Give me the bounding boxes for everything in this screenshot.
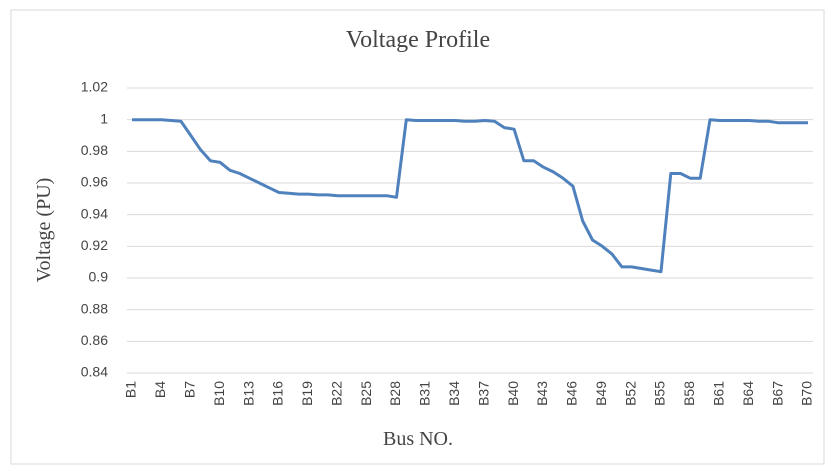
y-tick-label: 0.86 (81, 332, 108, 348)
y-tick-label: 1 (100, 110, 108, 126)
x-tick-label: B10 (211, 381, 227, 406)
chart-title: Voltage Profile (346, 27, 490, 53)
y-tick-label: 1.02 (81, 79, 108, 95)
x-tick-label: B43 (534, 381, 550, 406)
y-axis-label: Voltage (PU) (33, 178, 55, 283)
y-tick-label: 0.96 (81, 174, 108, 190)
x-tick-label: B64 (740, 381, 756, 406)
x-axis-label: Bus NO. (383, 428, 453, 450)
x-tick-label: B46 (564, 381, 580, 406)
x-tick-label: B22 (328, 381, 344, 406)
x-tick-label: B1 (123, 381, 139, 398)
x-tick-label: B13 (240, 381, 256, 406)
y-tick-label: 0.84 (81, 364, 108, 380)
y-tick-label: 0.94 (81, 205, 108, 221)
chart-border (10, 9, 825, 465)
x-tick-label: B19 (299, 381, 315, 406)
x-tick-label: B25 (358, 381, 374, 406)
x-tick-label: B31 (417, 381, 433, 406)
y-tick-label: 0.9 (89, 269, 109, 285)
x-tick-label: B55 (652, 381, 668, 406)
data-line (132, 118, 808, 274)
x-tick-label: B16 (270, 381, 286, 406)
x-tick-label: B61 (711, 381, 727, 406)
y-tick-label: 0.98 (81, 142, 108, 158)
x-tick-label: B70 (799, 381, 815, 406)
x-tick-label: B7 (181, 381, 197, 398)
y-tick-label: 0.88 (81, 300, 108, 316)
x-tick-label: B37 (475, 381, 491, 406)
x-tick-label: B28 (387, 381, 403, 406)
x-tick-label: B34 (446, 381, 462, 406)
x-tick-label: B49 (593, 381, 609, 406)
x-tick-label: B4 (152, 381, 168, 398)
y-tick-label: 0.92 (81, 237, 108, 253)
x-tick-label: B52 (622, 381, 638, 406)
x-tick-label: B58 (681, 381, 697, 406)
x-tick-label: B67 (769, 381, 785, 406)
x-tick-label: B40 (505, 381, 521, 406)
